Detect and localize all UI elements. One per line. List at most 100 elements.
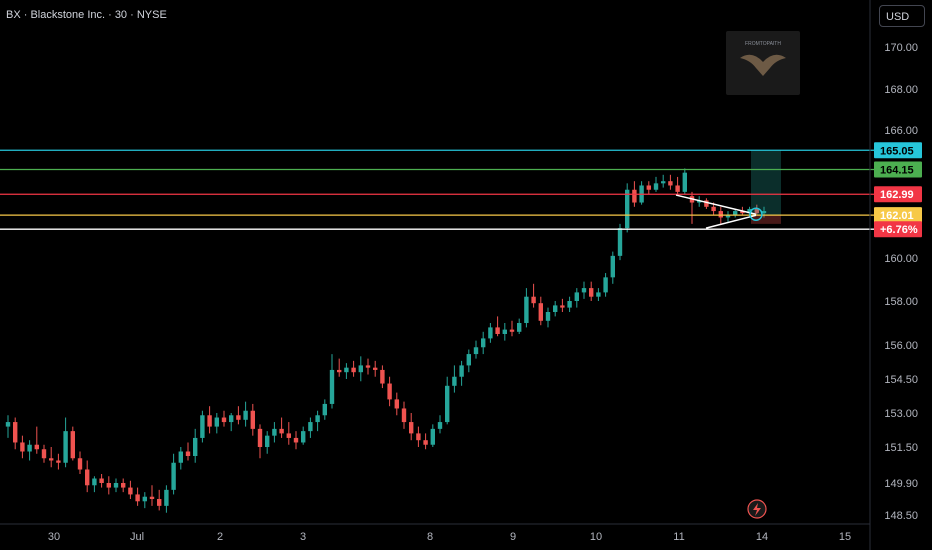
level-price-label: 164.15 [880, 164, 914, 176]
candle-body [747, 208, 752, 214]
candle-body [257, 428, 263, 447]
candle-body [725, 215, 731, 218]
candle-body [394, 399, 399, 409]
candle [293, 431, 299, 450]
candle-body [92, 478, 97, 486]
candle [596, 288, 601, 301]
candle-body [41, 449, 47, 459]
candle-body [545, 312, 551, 321]
candle-body [178, 451, 183, 463]
candle [214, 413, 219, 434]
candle-body [337, 369, 342, 373]
candle [236, 406, 241, 425]
x-tick-label: 8 [427, 531, 433, 543]
candle-body [517, 323, 522, 332]
y-tick-label: 158.00 [884, 296, 918, 308]
y-tick-label: 154.50 [884, 374, 918, 386]
candle-body [560, 305, 565, 308]
x-tick-label: 3 [300, 531, 306, 543]
candle-body [409, 422, 414, 434]
candle [661, 174, 666, 188]
candle [5, 415, 11, 438]
candle-body [401, 408, 407, 423]
candle-body [279, 428, 284, 434]
candle-body [358, 365, 363, 373]
candle-body [20, 442, 25, 452]
candle [41, 444, 47, 463]
candle [171, 453, 176, 495]
candle-body [207, 415, 212, 427]
candle [221, 410, 227, 427]
candle-body [243, 410, 248, 420]
candle-body [106, 483, 111, 488]
triangle-lower-line [705, 214, 757, 229]
loss-zone [751, 215, 781, 224]
candle-body [380, 369, 385, 384]
candle-body [697, 200, 702, 203]
candle [430, 424, 435, 447]
candle [20, 435, 25, 459]
candle-body [34, 444, 39, 450]
y-tick-label: 160.00 [884, 253, 918, 265]
candle [373, 360, 378, 377]
level-label-bg [874, 186, 922, 203]
y-tick-label: 153.00 [884, 408, 918, 420]
candle [502, 323, 507, 341]
candle [545, 307, 551, 328]
candle [617, 223, 623, 261]
candle [99, 474, 104, 488]
candle [646, 181, 651, 194]
candle [301, 426, 306, 445]
currency-button[interactable]: USD [879, 5, 925, 27]
candle [401, 401, 407, 429]
candle [466, 349, 471, 373]
candle-body [142, 496, 147, 502]
candle [142, 492, 147, 509]
candle-body [308, 422, 313, 432]
x-tick-label: 11 [673, 531, 684, 543]
candle-body [625, 189, 630, 229]
candle [265, 431, 270, 454]
candle-body [373, 367, 378, 370]
candle [416, 426, 421, 447]
candle [524, 288, 529, 328]
candle [13, 417, 18, 450]
candle-body [733, 211, 738, 216]
candle [409, 413, 414, 441]
candle [365, 358, 371, 375]
candle-body [171, 462, 176, 490]
candle-body [157, 499, 162, 506]
candle [387, 376, 392, 407]
candle-body [272, 428, 277, 436]
y-tick-label: 151.50 [884, 442, 918, 454]
x-tick-label: 9 [510, 531, 516, 543]
candle [653, 176, 659, 192]
candle [85, 460, 90, 493]
candle-body [668, 181, 673, 186]
candle-body [128, 487, 133, 495]
candle-body [430, 428, 435, 445]
profit-zone [751, 150, 781, 216]
candle-body [135, 494, 140, 502]
candle [351, 360, 356, 377]
triangle-upper-line [675, 194, 757, 215]
candle [538, 296, 543, 326]
candle [329, 354, 335, 409]
candle [164, 485, 169, 513]
candle-body [387, 383, 392, 400]
candle-body [85, 469, 90, 486]
candle [200, 410, 205, 443]
candle-body [329, 369, 335, 404]
x-tick-label: 15 [839, 531, 851, 543]
candle [704, 198, 709, 209]
candle [754, 204, 759, 216]
candle [725, 211, 731, 222]
candle [49, 447, 54, 468]
candle-body [250, 410, 255, 429]
level-label-bg [874, 142, 922, 159]
candle [70, 426, 75, 461]
candle [560, 298, 565, 312]
levels [0, 149, 874, 230]
